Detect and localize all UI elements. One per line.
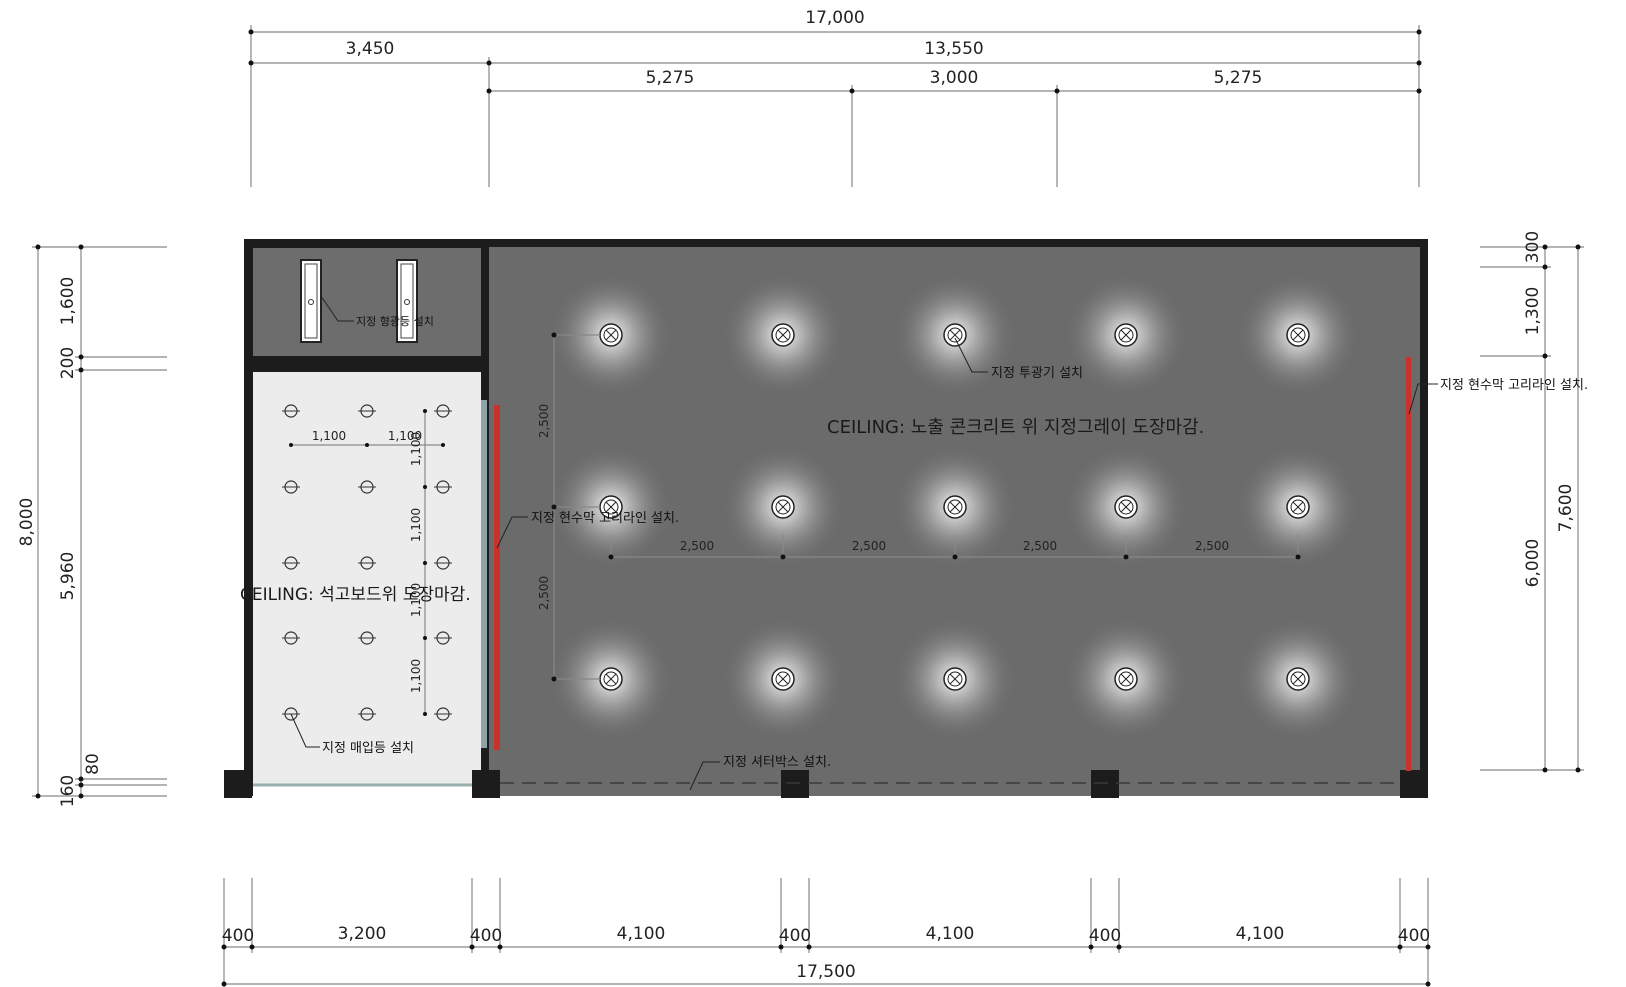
column [781, 770, 809, 798]
downlight-fixture [358, 556, 376, 570]
downlight-fixture [358, 404, 376, 418]
spotlight-fixture [721, 617, 845, 741]
dim-left-seg-1: 1,600 [58, 277, 78, 326]
dim-small-v-3: 1,100 [409, 583, 423, 617]
spotlight-fixture [1064, 617, 1188, 741]
downlight-fixture [358, 707, 376, 721]
dim-left-seg-3: 5,960 [58, 552, 78, 601]
dim-bottom-seg-9: 400 [1398, 926, 1430, 946]
downlight-fixture [282, 404, 300, 418]
ceiling-label-main: CEILING: 노출 콘크리트 위 지정그레이 도장마감. [827, 417, 1204, 438]
spotlight-fixture [549, 273, 673, 397]
spotlight-fixture [721, 273, 845, 397]
left-dimension-group: 8,000 1,600 200 5,960 80 160 [17, 244, 167, 807]
dim-bottom-seg-3: 400 [470, 926, 502, 946]
dim-bottom-seg-2: 3,200 [338, 924, 387, 944]
fluorescent-light [300, 259, 322, 343]
dim-right-seg-1: 300 [1523, 231, 1543, 263]
curtain-line-right [1406, 357, 1411, 771]
column [1400, 770, 1428, 798]
dim-top-bay-1: 5,275 [646, 68, 695, 88]
column [224, 770, 252, 798]
spotlight-grid [549, 273, 1360, 741]
spotlight-fixture [1064, 445, 1188, 569]
spotlight-fixture [1064, 273, 1188, 397]
dim-light-h-3: 2,500 [1023, 539, 1057, 553]
column [1091, 770, 1119, 798]
dim-small-v-2: 1,100 [409, 508, 423, 542]
spotlight-fixture [893, 617, 1017, 741]
dim-top-bay-2: 3,000 [930, 68, 979, 88]
fluorescent-light [396, 259, 418, 343]
interior-dimension-group: 1,100 1,100 1,100 1,100 1,100 1,100 2,50… [289, 332, 1301, 716]
dim-left-seg-4: 80 [83, 753, 103, 775]
dim-right-seg-2: 1,300 [1523, 287, 1543, 336]
fluorescent-lights [300, 259, 418, 343]
downlight-fixture [434, 631, 452, 645]
spotlight-fixture [721, 445, 845, 569]
left-room-ceiling [253, 372, 481, 784]
dim-left-overall: 8,000 [17, 498, 37, 547]
downlight-fixture [358, 631, 376, 645]
dim-bottom-overall: 17,500 [796, 962, 855, 982]
bottom-dimension-group: 400 3,200 400 4,100 400 4,100 400 4,100 … [221, 878, 1431, 987]
note-curtain-right: 지정 현수막 고리라인 설치. [1440, 378, 1588, 393]
downlight-fixture [434, 404, 452, 418]
dim-bottom-seg-4: 4,100 [617, 924, 666, 944]
dim-left-seg-2: 200 [58, 347, 78, 379]
spotlight-fixture [549, 445, 673, 569]
downlight-fixture [434, 480, 452, 494]
dim-light-v-2: 2,500 [537, 576, 551, 610]
dim-small-h-1: 1,100 [312, 429, 346, 443]
spotlight-fixture [1236, 273, 1360, 397]
dim-small-v-4: 1,100 [409, 659, 423, 693]
note-fluorescent: 지정 형광등 설치 [356, 315, 434, 328]
dim-top-right-span: 13,550 [924, 39, 983, 59]
dim-light-h-2: 2,500 [852, 539, 886, 553]
downlight-fixture [358, 480, 376, 494]
dim-small-h-2: 1,100 [388, 429, 422, 443]
dim-top-bay-3: 5,275 [1214, 68, 1263, 88]
dim-bottom-seg-7: 400 [1089, 926, 1121, 946]
column [472, 770, 500, 798]
right-dimension-group: 300 1,300 6,000 7,600 [1480, 231, 1584, 773]
downlight-fixture [282, 480, 300, 494]
spotlight-fixture [1236, 617, 1360, 741]
dim-light-h-1: 2,500 [680, 539, 714, 553]
spotlight-fixture [1236, 445, 1360, 569]
dim-bottom-seg-8: 4,100 [1236, 924, 1285, 944]
dim-light-h-4: 2,500 [1195, 539, 1229, 553]
spotlight-fixture [549, 617, 673, 741]
downlight-fixture [434, 707, 452, 721]
top-dimension-group: 17,000 3,450 13,550 5,275 3,000 5,275 [248, 8, 1422, 187]
curtain-line-left [494, 405, 500, 750]
dim-light-v-1: 2,500 [537, 404, 551, 438]
dim-top-overall: 17,000 [805, 8, 864, 28]
storage-room-ceiling [253, 248, 481, 356]
downlight-fixture [434, 556, 452, 570]
dim-right-overall: 7,600 [1556, 484, 1576, 533]
downlight-fixture [282, 556, 300, 570]
note-spotlight: 지정 투광기 설치 [991, 366, 1083, 381]
dim-left-seg-5: 160 [58, 775, 78, 807]
dim-bottom-seg-6: 4,100 [926, 924, 975, 944]
dim-right-seg-3: 6,000 [1523, 539, 1543, 588]
dim-top-left-bay: 3,450 [346, 39, 395, 59]
note-shutter-box: 지정 셔터박스 설치. [723, 755, 831, 770]
note-curtain-left: 지정 현수막 고리라인 설치. [531, 511, 679, 526]
spotlight-fixture [893, 445, 1017, 569]
ceiling-label-small: CEILING: 석고보드위 도장마감. [240, 585, 471, 605]
downlight-grid [282, 404, 452, 721]
note-downlight: 지정 매입등 설치 [322, 741, 414, 756]
dim-bottom-seg-1: 400 [222, 926, 254, 946]
dim-small-v-1: 1,100 [409, 432, 423, 466]
downlight-fixture [282, 631, 300, 645]
spotlight-fixture [893, 273, 1017, 397]
leader-lines [290, 295, 1438, 791]
dim-bottom-seg-5: 400 [779, 926, 811, 946]
